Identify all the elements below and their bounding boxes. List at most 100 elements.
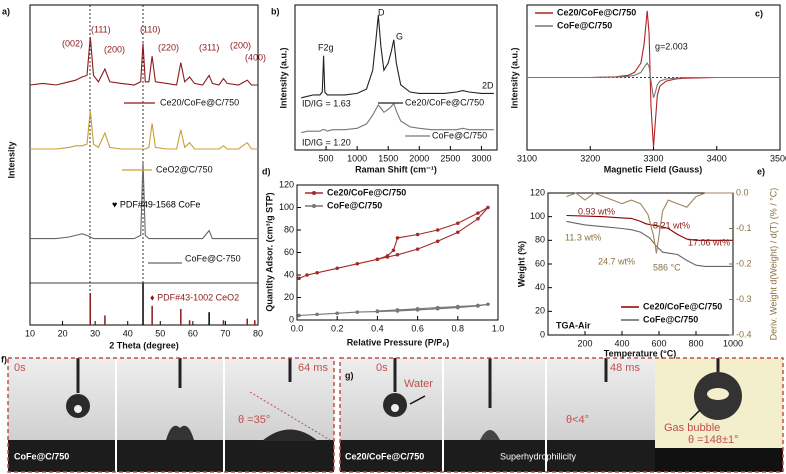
x-tick-label: 800 — [688, 338, 703, 348]
plot-frame — [29, 4, 259, 326]
plot-frame — [547, 192, 734, 336]
x-tick-label: 400 — [614, 338, 629, 348]
data-line — [298, 303, 488, 317]
data-point — [415, 306, 420, 311]
x-tick-label: 10 — [25, 328, 35, 338]
y-axis-label: Intensity (a.u.) — [509, 47, 519, 108]
annotation: ID/IG = 1.63 — [302, 98, 351, 108]
data-line — [30, 110, 258, 150]
data-point — [476, 216, 480, 221]
x-tick-label: 0.4 — [371, 323, 384, 333]
legend-label: ♦ PDF#43-1002 CeO2 — [150, 292, 239, 302]
annotation: (002) — [62, 38, 83, 48]
substrate — [340, 440, 655, 472]
x-tick-label: 3300 — [643, 153, 663, 163]
data-line — [527, 61, 780, 98]
x-tick-label: 2500 — [440, 153, 460, 163]
data-point — [476, 303, 480, 308]
annotation: (311) — [199, 42, 219, 52]
legend-label: Ce20/CoFe@C/750 — [643, 301, 722, 311]
annotation: 8.21 wt% — [653, 220, 690, 230]
panel-label: e) — [757, 166, 765, 176]
x-tick-label: 3500 — [770, 153, 786, 163]
x-tick-label: 3200 — [580, 153, 600, 163]
bubble-highlight — [707, 388, 729, 400]
data-point — [486, 302, 490, 307]
annotation: 11.3 wt% — [565, 232, 601, 242]
panel-label: a) — [2, 6, 10, 16]
annotation: F2g — [318, 42, 334, 52]
data-point — [315, 312, 319, 317]
data-point — [305, 273, 309, 277]
contact-angle: θ<4° — [566, 414, 589, 426]
legend-label: CoFe@C/750 — [557, 20, 612, 30]
x-tick-label: 50 — [155, 328, 165, 338]
data-point — [415, 247, 420, 251]
panel-label: b) — [271, 6, 280, 16]
x-tick-label: 30 — [90, 328, 100, 338]
x-tick-label: 0.8 — [452, 323, 465, 333]
data-point — [335, 311, 340, 316]
data-point — [435, 228, 440, 232]
plot-frame — [294, 4, 498, 151]
droplet-highlight — [391, 404, 399, 412]
data-point — [456, 230, 460, 235]
x-tick-label: 1500 — [378, 153, 398, 163]
annotation: 17.06 wt% — [688, 237, 730, 247]
data-point — [456, 304, 460, 309]
y-tick-label: 60 — [535, 258, 545, 268]
y-tick-label: 120 — [279, 179, 294, 189]
droplet — [166, 425, 194, 440]
panel-label: g) — [345, 370, 354, 380]
annotation: ID/IG = 1.20 — [302, 137, 351, 147]
data-point — [456, 221, 460, 226]
data-line — [301, 102, 494, 134]
annotation: TGA-Air — [556, 320, 591, 330]
y-axis-label: Intensity — [6, 141, 16, 178]
data-point — [375, 309, 380, 313]
y2-axis-label: Deriv. Weight d(Weight) / d(T) (% / °C) — [768, 188, 778, 341]
x-tick-label: 1000 — [347, 153, 367, 163]
y-tick-label: 100 — [279, 202, 294, 212]
data-point — [375, 257, 380, 262]
y2-tick-label: -0.4 — [736, 329, 752, 339]
x-tick-label: 200 — [577, 338, 592, 348]
y-axis-label: Quantity Adsor. (cm³/g STP) — [264, 192, 274, 311]
x-tick-label: 0.2 — [331, 323, 344, 333]
data-point — [355, 310, 360, 314]
y-tick-label: 40 — [284, 269, 294, 279]
y2-tick-label: -0.1 — [736, 223, 752, 233]
data-line — [301, 15, 494, 99]
data-line — [527, 10, 780, 148]
data-point — [435, 239, 440, 244]
droplet — [262, 429, 318, 441]
annotation: 0.93 wt% — [578, 206, 615, 216]
data-line — [566, 192, 733, 254]
data-point — [476, 211, 480, 215]
note-label: Superhydrophilicity — [500, 451, 577, 461]
y-tick-label: 80 — [535, 235, 545, 245]
y-tick-label: 20 — [284, 292, 294, 302]
x-axis-label: Raman Shift (cm⁻¹) — [355, 164, 437, 174]
legend-label: ♥ PDF#49-1568 CoFe — [112, 199, 200, 209]
bubble-angle: θ =148±1° — [688, 434, 739, 446]
time-label: 0s — [376, 362, 388, 374]
panel-label: f) — [1, 354, 7, 364]
annotation: (200) — [230, 40, 251, 50]
legend-label: Ce20/CoFe@C/750 — [327, 187, 406, 197]
photo-frame — [7, 357, 335, 473]
annotation: D — [378, 7, 385, 17]
sample-label: CoFe@C/750 — [14, 451, 69, 461]
legend-marker — [312, 191, 316, 195]
annotation: g=2.003 — [655, 41, 688, 51]
contact-angle: θ =35° — [238, 414, 270, 426]
legend-label: CoFe@C/750 — [327, 200, 382, 210]
substrate — [655, 448, 783, 472]
droplet-highlight — [74, 405, 82, 413]
x-tick-label: 1.0 — [492, 323, 505, 333]
legend-label: CoFe@C/750 — [432, 130, 487, 140]
x-tick-label: 500 — [319, 153, 334, 163]
data-line — [566, 214, 733, 241]
legend-label: CoFe@C/750 — [643, 314, 698, 324]
